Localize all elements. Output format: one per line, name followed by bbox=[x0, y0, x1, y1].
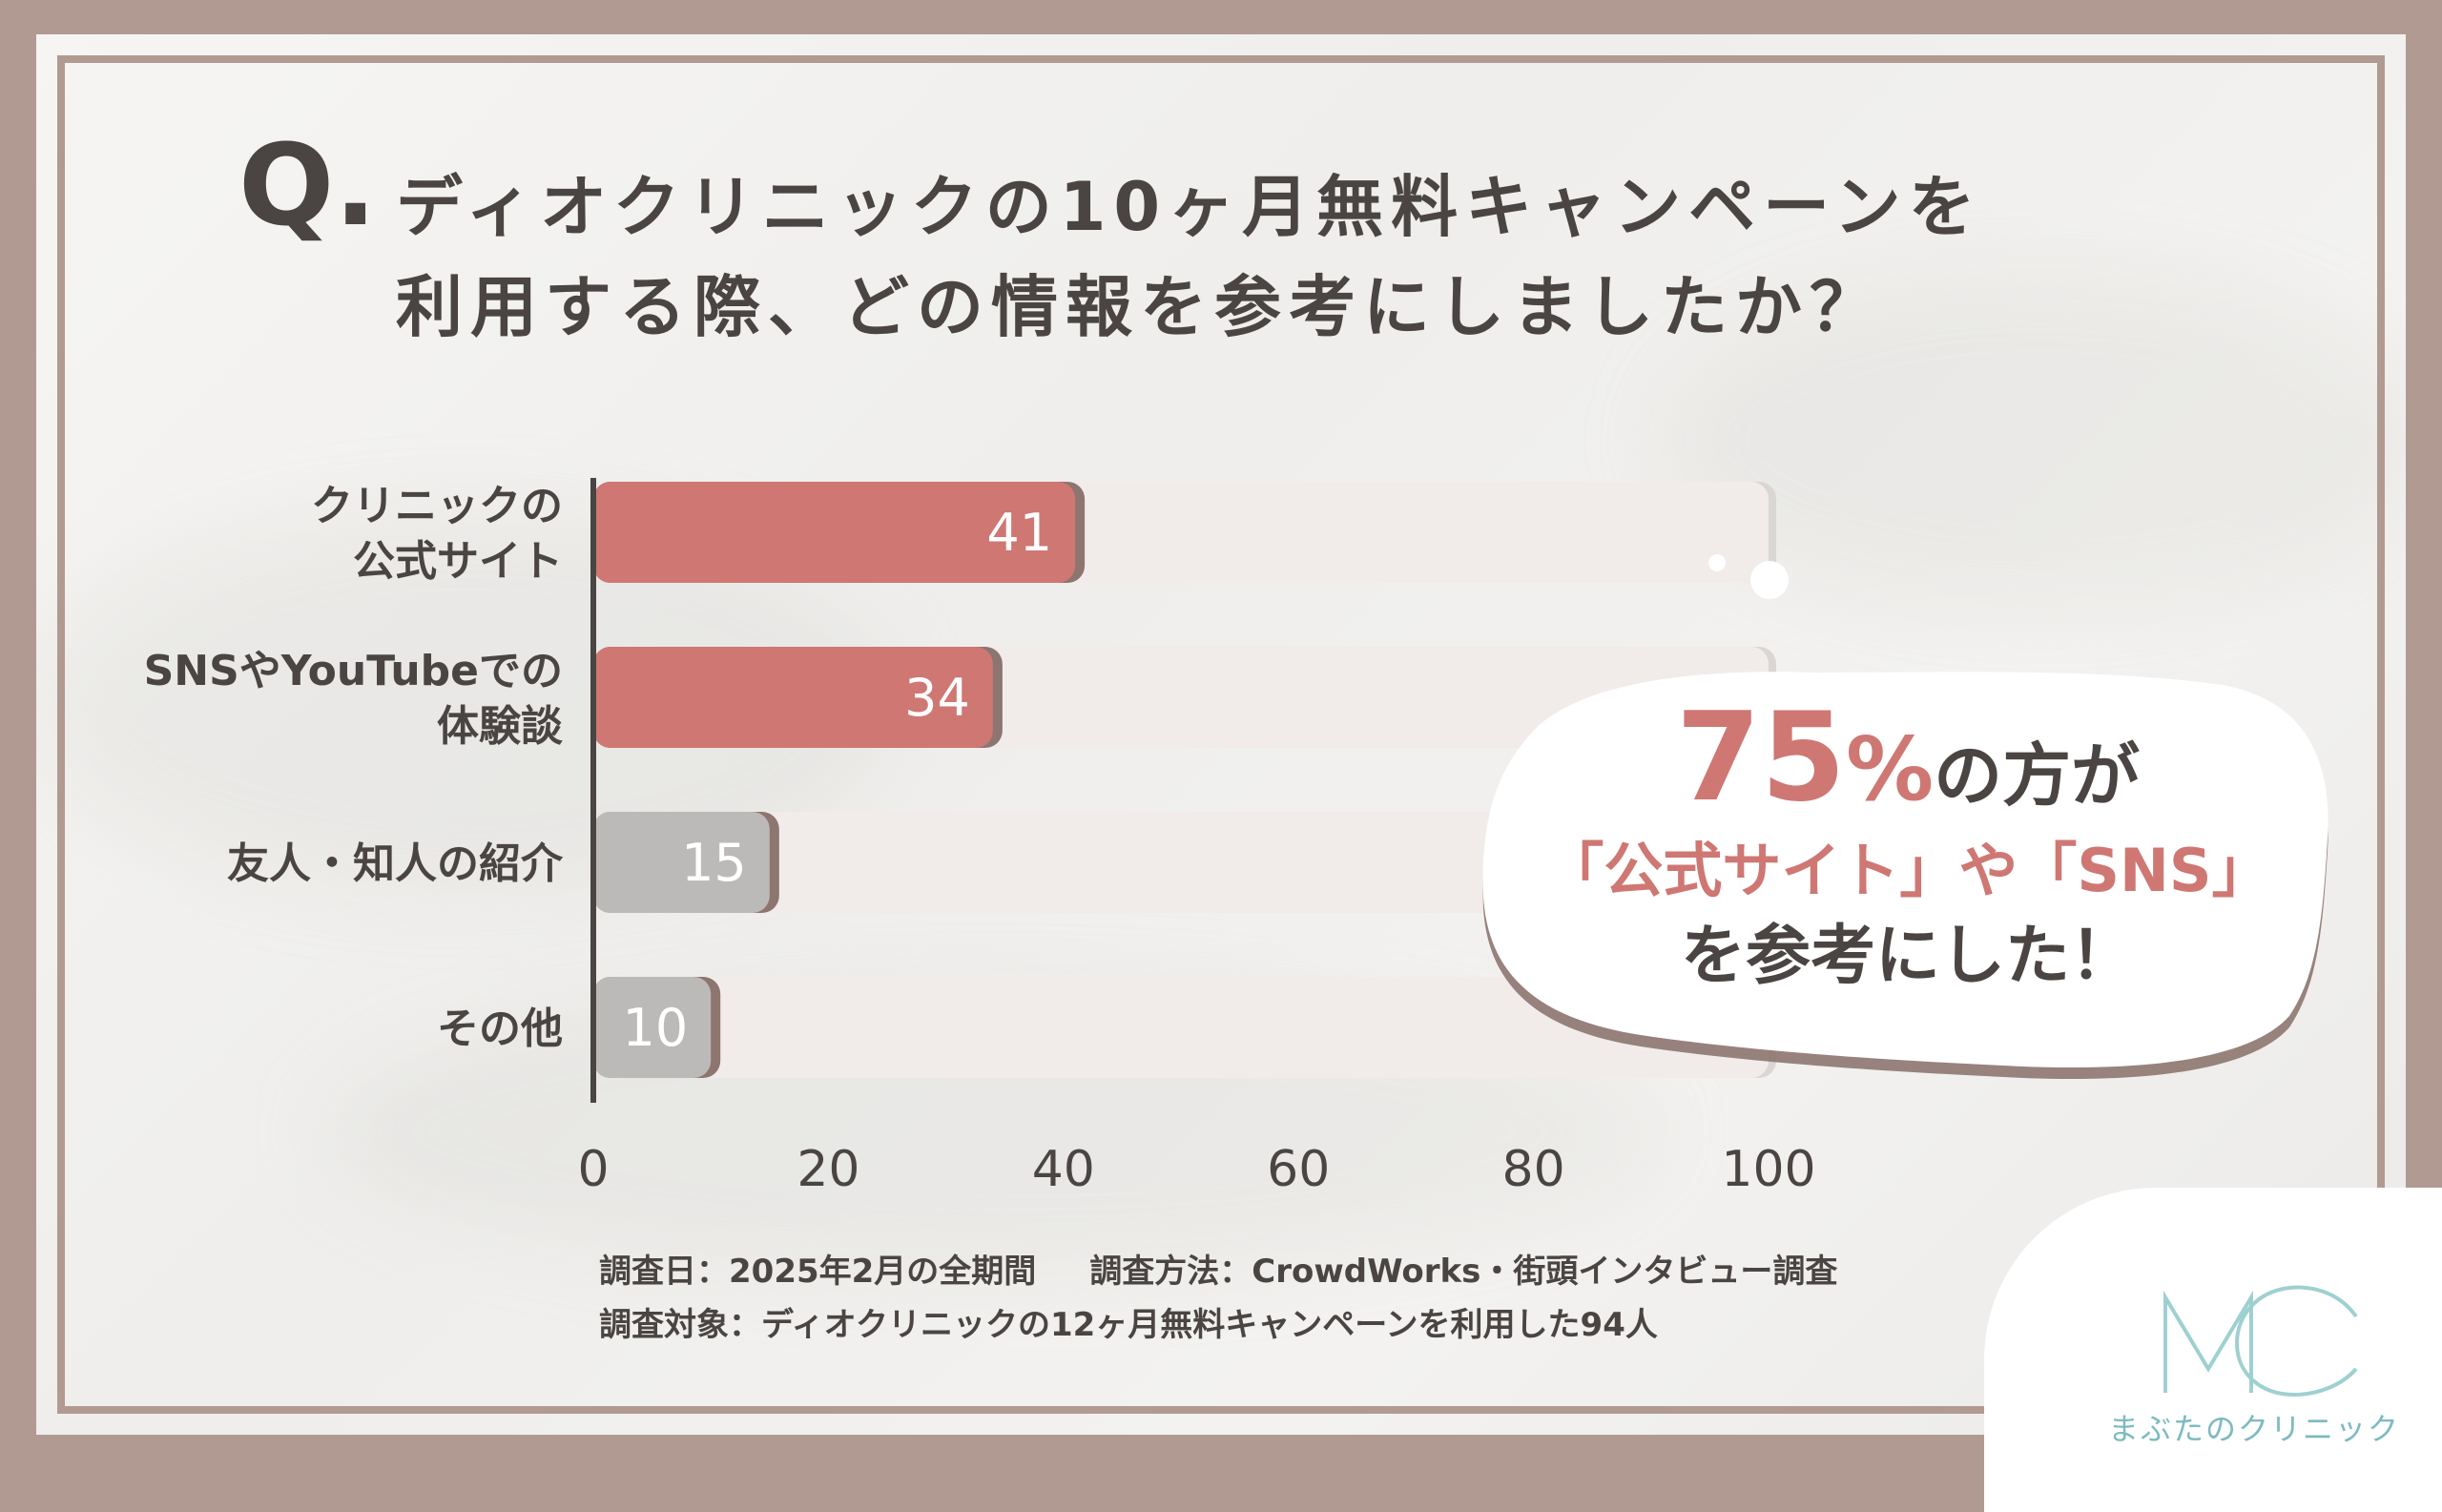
callout-percent-sign: % bbox=[1845, 718, 1935, 820]
inner-frame bbox=[57, 55, 2385, 1414]
x-tick-label: 20 bbox=[797, 1141, 859, 1198]
bar-value-label: 15 bbox=[681, 833, 747, 893]
footnote-line-2: 調査対象：ディオクリニックの12ヶ月無料キャンペーンを利用した94人 bbox=[599, 1298, 1837, 1352]
bubble-dot-small bbox=[1708, 554, 1726, 571]
category-label: SNSやYouTubeでの bbox=[144, 647, 563, 695]
bars bbox=[593, 482, 1086, 1078]
bar-track bbox=[593, 812, 1769, 913]
survey-method: 調査方法：CrowdWorks・街頭インタビュー調査 bbox=[1089, 1253, 1838, 1291]
callout-line-1-suffix: の方が bbox=[1934, 735, 2141, 816]
x-tick-label: 60 bbox=[1267, 1141, 1330, 1198]
survey-date: 調査日：2025年2月の全期間 bbox=[599, 1253, 1037, 1291]
bar bbox=[593, 977, 712, 1078]
question-line-2: 利用する際、どの情報を参考にしましたか？ bbox=[396, 268, 1884, 346]
footnote-line-1: 調査日：2025年2月の全期間 調査方法：CrowdWorks・街頭インタビュー調… bbox=[599, 1245, 1837, 1298]
category-label: 公式サイト bbox=[353, 537, 563, 586]
bar bbox=[593, 812, 770, 913]
bar-value-label: 34 bbox=[904, 668, 970, 728]
mc-logo-icon bbox=[2163, 1285, 2358, 1398]
bar bbox=[593, 482, 1076, 583]
survey-footnote: 調査日：2025年2月の全期間 調査方法：CrowdWorks・街頭インタビュー調… bbox=[599, 1245, 1837, 1352]
question-line-1: ディオクリニックの10ヶ月無料キャンペーンを bbox=[396, 168, 1983, 246]
callout-body bbox=[1482, 672, 2328, 1068]
x-tick-label: 40 bbox=[1032, 1141, 1095, 1198]
category-label: その他 bbox=[437, 1005, 563, 1053]
category-label: クリニックの bbox=[311, 482, 563, 530]
value-labels: 41 34 15 10 bbox=[622, 503, 1052, 1058]
logo-name: まぶたのクリニック bbox=[2108, 1411, 2401, 1447]
x-tick-label: 0 bbox=[577, 1141, 609, 1198]
callout-text: 75%の方が 「公式サイト」や「SNS」 を参考にした！ bbox=[1488, 697, 2328, 1000]
x-tick-label: 100 bbox=[1721, 1141, 1815, 1198]
category-label: 体験談 bbox=[437, 702, 563, 751]
x-tick-labels: 0 20 40 60 80 100 bbox=[577, 1141, 1815, 1198]
survey-target: 調査対象：ディオクリニックの12ヶ月無料キャンペーンを利用した94人 bbox=[599, 1306, 1658, 1344]
question-mark-label: Q. bbox=[238, 119, 378, 251]
bar-value-label: 41 bbox=[986, 503, 1052, 563]
question-title: ディオクリニックの10ヶ月無料キャンペーンを 利用する際、どの情報を参考にしまし… bbox=[396, 157, 2208, 358]
bar-value-label: 10 bbox=[622, 998, 688, 1058]
callout-line-1: 75%の方が bbox=[1488, 697, 2328, 828]
callout-line-2: 「公式サイト」や「SNS」 bbox=[1544, 836, 2271, 905]
bar-track bbox=[593, 977, 1769, 1078]
bar bbox=[593, 647, 993, 748]
bubble-dot-large bbox=[1750, 561, 1789, 599]
callout-line-3: を参考にした！ bbox=[1680, 919, 2135, 994]
background-shadow bbox=[1658, 273, 2406, 607]
callout-bubble bbox=[1482, 554, 2328, 1080]
category-label: 友人・知人の紹介 bbox=[227, 839, 564, 888]
callout-percent-number: 75 bbox=[1675, 687, 1846, 829]
logo-background bbox=[1984, 1188, 2442, 1512]
x-tick-label: 80 bbox=[1502, 1141, 1565, 1198]
